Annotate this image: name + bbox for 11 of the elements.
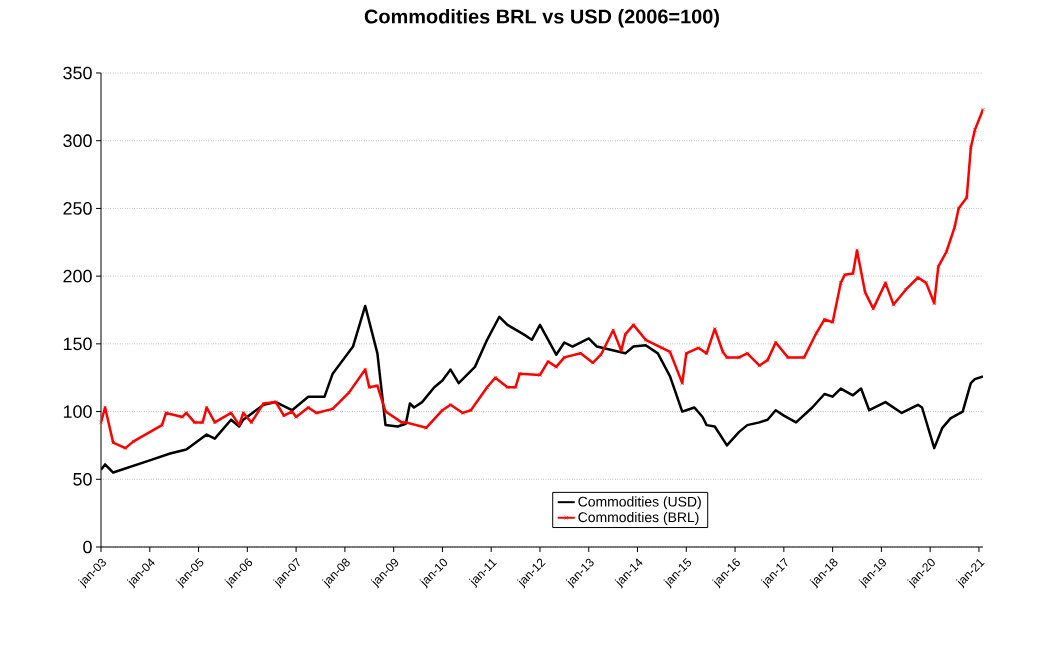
y-tick-label: 50: [73, 472, 92, 486]
y-tick-label: 300: [63, 134, 92, 148]
y-tick-label: 150: [63, 337, 92, 351]
legend-label: Commodities (BRL): [578, 511, 699, 525]
y-tick-label: 350: [63, 66, 92, 80]
y-tick-label: 200: [63, 269, 92, 283]
chart-title: Commodities BRL vs USD (2006=100): [364, 8, 719, 28]
y-tick-label: 250: [63, 202, 92, 215]
y-tick-label: 100: [63, 405, 92, 418]
y-tick-label: 0: [83, 540, 92, 554]
legend-label: Commodities (USD): [578, 496, 701, 510]
